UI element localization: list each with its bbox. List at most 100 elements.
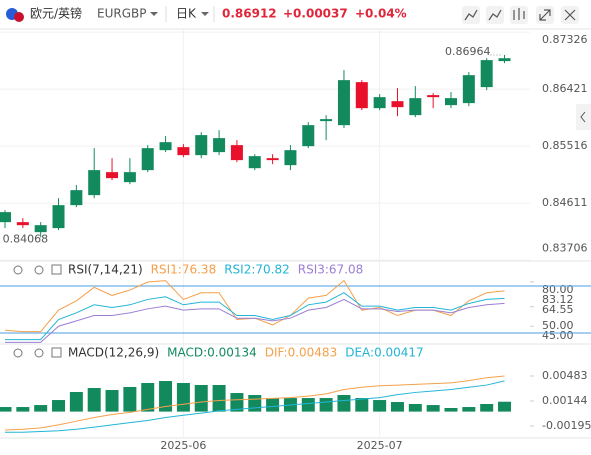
collapse-button[interactable]	[576, 104, 591, 130]
top-bar: 欧元/英镑 EURGBP 日K 0.86912 +0.00037 +0.04%	[0, 6, 591, 30]
macd-bar	[426, 405, 440, 412]
eye-icon[interactable]	[13, 348, 23, 358]
indicator-icon[interactable]	[51, 347, 62, 358]
y-tick-label: 0.86421	[542, 82, 588, 95]
indicator-icon[interactable]	[51, 264, 62, 275]
candle-body	[106, 172, 119, 179]
eye-icon[interactable]	[13, 265, 23, 275]
legend-entry: DEA:0.00417	[345, 346, 424, 360]
candle-body	[462, 75, 475, 104]
candle-body	[266, 158, 279, 161]
macd-bar	[373, 400, 387, 412]
flag-icon	[14, 12, 24, 22]
y-tick-label: 0.87326	[542, 33, 588, 46]
indicator-line	[5, 380, 505, 433]
close-icon[interactable]	[564, 9, 576, 21]
candle-body	[213, 138, 226, 153]
y-tick-label: 83.12	[542, 293, 574, 306]
macd-bar	[498, 401, 512, 412]
y-tick-label: -0.00195	[542, 419, 591, 432]
legend-entry: RSI2:70.82	[224, 263, 290, 277]
macd-bar	[230, 393, 244, 412]
macd-bar	[480, 404, 494, 412]
y-tick-label: 50.00	[542, 319, 574, 332]
candle-body	[498, 58, 511, 62]
macd-bar	[390, 402, 404, 412]
candle-icon[interactable]	[513, 8, 525, 20]
indicator-title: RSI(7,14,21)	[68, 263, 143, 277]
candle-body	[123, 172, 136, 183]
macd-bar	[248, 395, 262, 412]
candle-body	[16, 222, 29, 226]
candle-body	[445, 98, 457, 106]
candle-body	[284, 150, 297, 166]
period[interactable]: 日K	[176, 7, 197, 21]
candle-body	[0, 212, 11, 223]
candle-body	[391, 101, 404, 108]
macd-bar	[266, 398, 280, 412]
candle-body	[355, 82, 368, 109]
macd-bar	[355, 398, 369, 412]
macd-bar	[34, 405, 48, 412]
y-tick-label: 0.83706	[542, 242, 588, 255]
legend-entry: RSI3:67.08	[298, 263, 364, 277]
macd-bar	[141, 383, 155, 412]
y-tick-label: 0.00144	[542, 394, 588, 407]
x-tick-label: 2025-06	[160, 439, 206, 452]
macd-bar	[194, 384, 208, 412]
dropdown-icon[interactable]	[201, 12, 209, 16]
candle-body	[195, 135, 208, 156]
y-tick-label: 0.84611	[542, 196, 588, 209]
last-price: 0.86912	[222, 7, 277, 21]
candle-body	[88, 170, 101, 196]
candle-body	[248, 156, 261, 169]
macd-header-icons	[13, 347, 62, 358]
macd-bar	[176, 383, 190, 412]
y-tick-label: 45.00	[542, 329, 574, 342]
candle-body	[177, 147, 190, 156]
line-icon[interactable]	[488, 9, 502, 21]
macd-bar	[105, 390, 119, 412]
price-change: +0.00037	[283, 7, 348, 21]
macd-bar	[52, 400, 66, 412]
y-tick-label: 64.55	[542, 303, 574, 316]
rsi-header-icons	[13, 264, 62, 275]
candle-body	[230, 145, 243, 161]
candle-body	[409, 98, 422, 116]
symbol-name[interactable]: 欧元/英镑	[30, 6, 82, 21]
macd-bar	[16, 407, 30, 412]
candle-body	[427, 95, 440, 98]
settings-icon[interactable]	[34, 348, 44, 358]
low-label: 0.84068	[3, 232, 49, 245]
macd-bar	[159, 381, 173, 412]
candle-body	[34, 225, 47, 233]
y-tick-label: 0.00483	[542, 369, 588, 382]
settings-icon[interactable]	[34, 265, 44, 275]
indicator-line	[5, 292, 505, 341]
dropdown-icon[interactable]	[150, 12, 158, 16]
collapse-icon[interactable]	[580, 111, 586, 123]
macd-bar	[301, 398, 315, 412]
candle-body	[373, 97, 386, 109]
indicator-icon[interactable]	[464, 9, 478, 21]
candle-body	[337, 80, 350, 126]
macd-bar	[123, 386, 137, 412]
macd-bar	[319, 398, 333, 412]
macd-bar	[212, 384, 226, 412]
indicator-line	[4, 375, 505, 431]
candle-body	[480, 60, 493, 88]
candle-body	[52, 205, 65, 229]
price-change-pct: +0.04%	[355, 7, 407, 21]
high-label: 0.86964	[445, 45, 491, 58]
macd-bar	[337, 395, 351, 412]
macd-bar	[408, 404, 422, 412]
indicator-title: MACD(12,26,9)	[68, 346, 159, 360]
candle-body	[302, 125, 315, 147]
symbol-code[interactable]: EURGBP	[97, 7, 146, 21]
indicator-line	[5, 298, 505, 343]
expand-icon[interactable]	[539, 9, 551, 21]
legend-entry: RSI1:76.38	[151, 263, 217, 277]
macd-bar	[0, 407, 12, 412]
